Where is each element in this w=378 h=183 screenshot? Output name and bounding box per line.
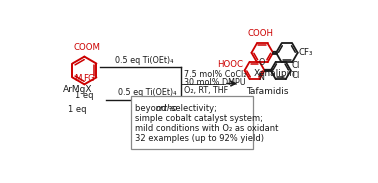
Text: O₂, RT, THF: O₂, RT, THF: [184, 86, 228, 95]
FancyBboxPatch shape: [131, 96, 253, 149]
Text: 32 examples (up to 92% yield): 32 examples (up to 92% yield): [135, 134, 264, 143]
Text: Cl: Cl: [291, 71, 300, 80]
Text: M: M: [74, 74, 81, 83]
Text: simple cobalt catalyst system;: simple cobalt catalyst system;: [135, 114, 263, 123]
Text: COOM: COOM: [73, 43, 100, 52]
Text: FG: FG: [83, 74, 95, 83]
Text: N: N: [259, 73, 265, 82]
Text: -selectivity;: -selectivity;: [169, 104, 218, 113]
Text: beyond: beyond: [135, 104, 169, 113]
Text: HOOC: HOOC: [217, 60, 243, 69]
Text: Cl: Cl: [291, 61, 300, 70]
Text: COOH: COOH: [248, 29, 274, 38]
Text: ArMgX: ArMgX: [63, 85, 92, 94]
Text: 0.5 eq Ti(OEt)₄: 0.5 eq Ti(OEt)₄: [115, 56, 173, 65]
Text: 1 eq: 1 eq: [75, 91, 94, 100]
Text: Tafamidis: Tafamidis: [246, 87, 289, 96]
Text: Xenalipin: Xenalipin: [254, 69, 296, 78]
Text: CF₃: CF₃: [299, 48, 313, 57]
Text: O: O: [259, 58, 265, 67]
Text: 30 mol% DMPU: 30 mol% DMPU: [184, 78, 245, 87]
Text: 0.5 eq Ti(OEt)₄: 0.5 eq Ti(OEt)₄: [118, 88, 176, 97]
Text: ortho: ortho: [156, 104, 178, 113]
Text: 7.5 mol% CoCl₂: 7.5 mol% CoCl₂: [184, 70, 246, 79]
Text: 1 eq: 1 eq: [68, 105, 87, 114]
Text: mild conditions with O₂ as oxidant: mild conditions with O₂ as oxidant: [135, 124, 279, 133]
